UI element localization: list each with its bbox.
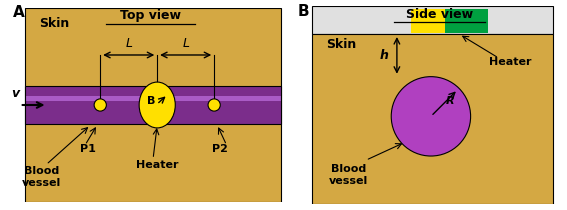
Text: L: L	[182, 37, 189, 50]
Text: Top view: Top view	[120, 9, 181, 22]
Text: vessel: vessel	[22, 178, 62, 188]
Text: Heater: Heater	[136, 160, 179, 169]
Text: B: B	[298, 4, 310, 19]
Bar	[411, 9, 445, 33]
Text: vessel: vessel	[329, 176, 369, 186]
Bar	[26, 85, 281, 125]
Text: Skin: Skin	[39, 17, 69, 30]
Text: Skin: Skin	[326, 38, 356, 51]
Circle shape	[208, 99, 220, 111]
Text: P1: P1	[80, 144, 96, 154]
Text: v: v	[11, 87, 20, 100]
Circle shape	[391, 77, 471, 156]
Text: h: h	[380, 49, 388, 62]
Text: Blood: Blood	[24, 166, 60, 176]
Bar	[445, 9, 488, 33]
Text: Side view: Side view	[406, 8, 473, 21]
Circle shape	[94, 99, 107, 111]
Bar	[26, 96, 281, 101]
Bar	[312, 34, 553, 204]
Text: Blood: Blood	[331, 164, 366, 174]
Text: R: R	[446, 96, 454, 106]
Text: P2: P2	[212, 144, 227, 154]
Text: A: A	[12, 5, 24, 21]
Text: B: B	[147, 96, 156, 106]
Bar	[26, 85, 281, 125]
Bar	[312, 6, 553, 34]
Text: L: L	[125, 37, 132, 50]
Text: Heater: Heater	[489, 57, 531, 67]
Ellipse shape	[139, 82, 175, 128]
